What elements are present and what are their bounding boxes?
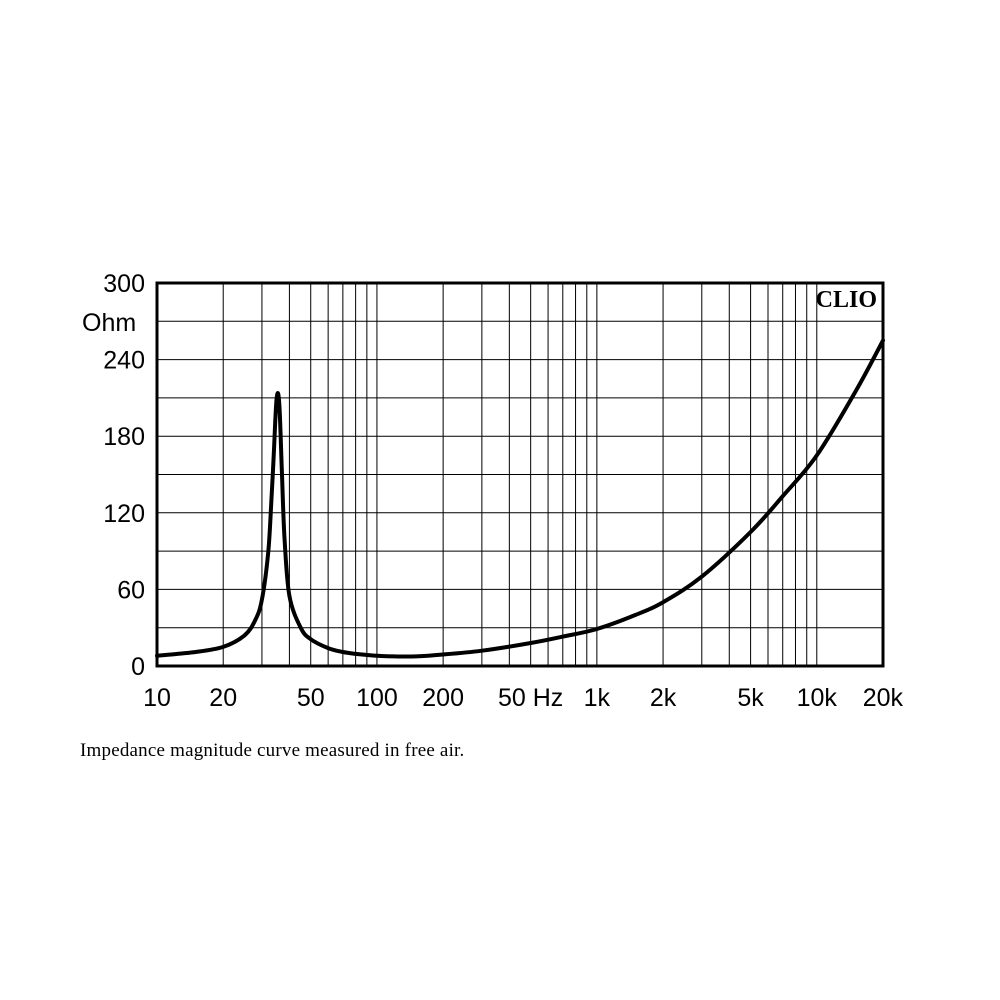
y-axis-tick-labels: 0 60 120 180 240 300	[103, 270, 145, 681]
y-axis-unit-label: Ohm	[82, 309, 136, 337]
x-tick-label: 10	[143, 684, 171, 712]
y-tick-label: 180	[103, 423, 145, 451]
grid	[157, 283, 883, 666]
x-tick-label: 50 Hz	[498, 684, 563, 712]
x-axis-tick-labels: 10 20 50 100 200 50 Hz 1k 2k 5k 10k 20k	[143, 684, 903, 712]
y-tick-label: 120	[103, 500, 145, 528]
x-tick-label: 1k	[584, 684, 611, 712]
x-tick-label: 50	[297, 684, 325, 712]
x-tick-label: 10k	[797, 684, 838, 712]
x-tick-label: 20k	[863, 684, 904, 712]
figure-caption: Impedance magnitude curve measured in fr…	[80, 740, 465, 761]
x-tick-label: 100	[356, 684, 398, 712]
x-tick-label: 20	[209, 684, 237, 712]
y-tick-label: 300	[103, 270, 145, 298]
y-tick-label: 240	[103, 347, 145, 375]
y-tick-label: 0	[131, 653, 145, 681]
impedance-curve	[155, 338, 885, 659]
impedance-chart: 0 60 120 180 240 300 Ohm 10 20 50 100 200 50 Hz 1k 2…	[82, 270, 903, 712]
y-tick-label: 60	[117, 576, 145, 604]
x-tick-label: 5k	[737, 684, 764, 712]
x-tick-label: 2k	[650, 684, 677, 712]
clio-brand-label: CLIO	[816, 287, 877, 313]
x-tick-label: 200	[422, 684, 464, 712]
plot-frame	[155, 281, 885, 668]
